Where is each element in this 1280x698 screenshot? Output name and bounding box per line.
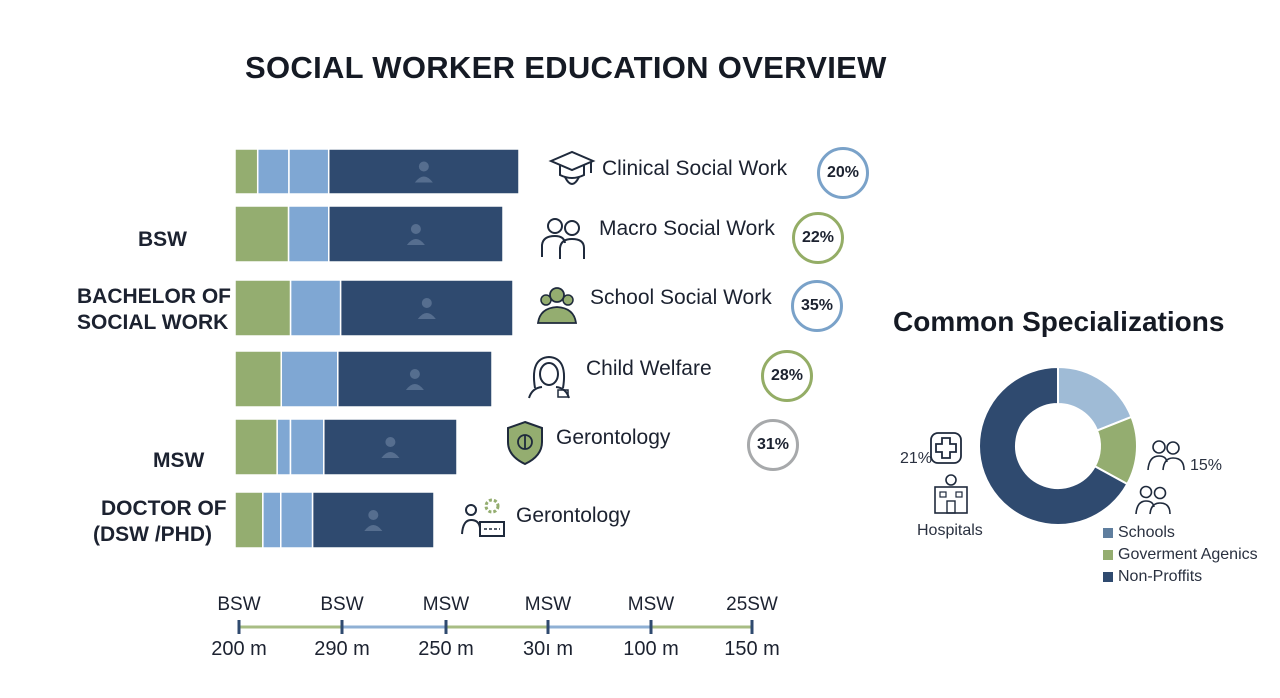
legend-label: Schools — [1118, 524, 1175, 541]
bar-segment — [234, 350, 283, 408]
timeline-bottom-label: 290 m — [314, 638, 370, 660]
child-icon — [524, 352, 574, 402]
percent-circle-3: 35% — [791, 280, 843, 332]
legend-label: Non-Proffits — [1118, 568, 1203, 585]
timeline-top-label: 25SW — [726, 594, 778, 615]
bar-row-4 — [234, 350, 493, 408]
bar-segment — [287, 205, 330, 263]
donut-title: Common Specializations — [893, 306, 1225, 337]
hospital-building-icon — [931, 473, 971, 515]
degree-label-bachelor: BACHELOR OF SOCIAL WORK — [77, 284, 231, 336]
timeline-top-label: MSW — [524, 594, 572, 615]
people-icon — [1146, 438, 1186, 472]
bar-segment — [280, 491, 314, 549]
bar-segment — [234, 418, 278, 476]
timeline-top-label: MSW — [422, 594, 470, 615]
timeline-top-label: BSW — [217, 594, 261, 615]
graduation-cap-icon — [547, 147, 597, 197]
degree-label-doctor: DOCTOR OF (DSW /PHD) — [93, 496, 227, 548]
bar-segment — [289, 418, 325, 476]
bar-label-gerontology-2: Gerontology — [516, 504, 631, 527]
donut-legend: Schools Goverment Agenics Non-Proffits — [1103, 522, 1258, 588]
person-pin-icon — [406, 224, 425, 245]
donut-annotation-hospitals: Hospitals — [917, 522, 983, 539]
legend-swatch — [1103, 550, 1113, 560]
bar-segment — [327, 148, 520, 195]
percent-circle-1: 20% — [817, 147, 869, 199]
pen-icon — [364, 510, 383, 531]
donut-slice — [978, 365, 1129, 526]
bar-label-macro: Macro Social Work — [599, 217, 775, 240]
bar-row-3 — [234, 279, 514, 337]
bar-row-5 — [234, 418, 458, 476]
legend-label: Goverment Agenics — [1118, 546, 1258, 563]
people-icon — [381, 437, 400, 458]
degree-label-bachelor-line2: SOCIAL WORK — [77, 311, 229, 334]
bar-label-child-welfare: Child Welfare — [586, 357, 712, 380]
timeline-bottom-label: 250 m — [418, 638, 474, 660]
timeline-top-label: BSW — [320, 594, 364, 615]
bar-label-gerontology-1: Gerontology — [556, 426, 671, 449]
degree-label-doctor-line2: (DSW /PHD) — [93, 523, 212, 546]
bar-segment — [311, 491, 435, 549]
degree-label-bsw: BSW — [138, 228, 187, 251]
bar-segment — [280, 350, 339, 408]
legend-swatch — [1103, 528, 1113, 538]
bar-row-6 — [234, 491, 435, 549]
legend-item-nonprofits: Non-Proffits — [1103, 566, 1258, 588]
bar-row-2 — [234, 205, 504, 263]
timeline-bottom-label: 150 m — [724, 638, 780, 660]
people-icon — [538, 213, 588, 263]
headset-icon — [405, 369, 424, 390]
person-icon — [414, 161, 433, 183]
legend-item-government: Goverment Agenics — [1103, 544, 1258, 566]
bar-segment — [256, 148, 290, 195]
legend-swatch — [1103, 572, 1113, 582]
bar-segment — [337, 350, 493, 408]
bar-segment — [328, 205, 504, 263]
percent-circle-4: 28% — [761, 350, 813, 402]
bar-label-clinical: Clinical Social Work — [602, 157, 788, 180]
timeline-bottom-label: 100 m — [623, 638, 679, 660]
people-icon — [1134, 484, 1172, 516]
person-icon — [417, 298, 436, 319]
timeline-top-label: MSW — [627, 594, 675, 615]
bar-row-1 — [234, 148, 520, 195]
group-icon — [532, 283, 582, 333]
percent-circle-2: 22% — [792, 212, 844, 264]
chart-title: SOCIAL WORKER EDUCATION OVERVIEW — [245, 50, 887, 85]
degree-label-msw: MSW — [153, 449, 205, 472]
timeline-bottom-label: 200 m — [211, 638, 267, 660]
bar-segment — [339, 279, 514, 337]
shield-icon — [500, 418, 550, 468]
bar-segment — [323, 418, 458, 476]
bar-label-school: School Social Work — [590, 286, 772, 309]
percent-circle-5: 31% — [747, 419, 799, 471]
bar-segment — [289, 279, 342, 337]
donut-chart — [978, 365, 1138, 526]
donut-annotation-21: 21% — [900, 450, 933, 467]
bar-segment — [288, 148, 330, 195]
hospital-cross-icon — [929, 431, 963, 465]
donut-annotation-15: 15% — [1190, 457, 1223, 474]
degree-label-doctor-line1: DOCTOR OF — [101, 497, 227, 520]
degree-label-bachelor-line1: BACHELOR OF — [77, 285, 231, 308]
bar-segment — [234, 205, 290, 263]
legend-item-schools: Schools — [1103, 522, 1258, 544]
timeline-bottom-label: 30ı m — [522, 638, 574, 660]
gears-person-icon — [459, 494, 509, 544]
